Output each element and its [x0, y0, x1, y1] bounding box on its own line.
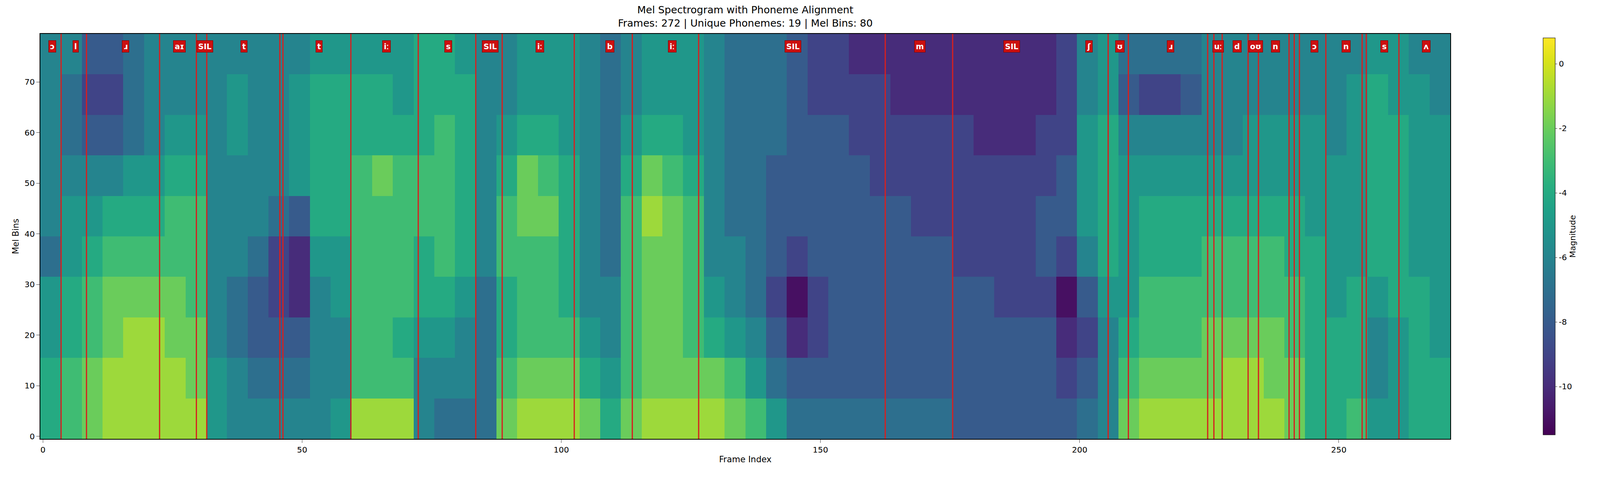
- svg-text:ɔ: ɔ: [50, 41, 55, 51]
- svg-text:ɹ: ɹ: [123, 41, 128, 51]
- svg-text:SIL: SIL: [198, 41, 212, 51]
- svg-text:50: 50: [24, 178, 35, 189]
- svg-text:aɪ: aɪ: [174, 41, 185, 51]
- svg-text:10: 10: [24, 381, 35, 391]
- svg-text:s: s: [446, 41, 451, 51]
- svg-text:250: 250: [1331, 445, 1347, 455]
- svg-text:iː: iː: [537, 41, 543, 51]
- svg-text:l: l: [74, 41, 78, 51]
- svg-text:-10: -10: [1558, 381, 1573, 392]
- svg-text:iː: iː: [669, 41, 675, 51]
- svg-text:ʌ: ʌ: [1423, 41, 1429, 51]
- svg-text:Mel Spectrogram with Phoneme A: Mel Spectrogram with Phoneme AlignmentFr…: [617, 4, 873, 30]
- svg-text:100: 100: [553, 445, 570, 455]
- svg-text:uː: uː: [1214, 41, 1223, 51]
- svg-text:ɔ: ɔ: [1312, 41, 1317, 51]
- svg-text:0: 0: [40, 445, 46, 455]
- svg-text:200: 200: [1072, 445, 1088, 455]
- svg-text:SIL: SIL: [483, 41, 497, 51]
- svg-text:iː: iː: [383, 41, 390, 51]
- svg-text:-6: -6: [1558, 252, 1567, 263]
- svg-text:t: t: [242, 41, 246, 51]
- svg-text:Frame Index: Frame Index: [719, 454, 772, 465]
- svg-text:b: b: [607, 41, 613, 51]
- svg-text:150: 150: [812, 445, 829, 455]
- svg-text:60: 60: [24, 127, 35, 138]
- svg-text:-2: -2: [1558, 123, 1567, 134]
- svg-text:m: m: [915, 41, 924, 51]
- svg-text:50: 50: [297, 445, 308, 455]
- svg-text:ɹ: ɹ: [1168, 41, 1173, 51]
- svg-text:ʃ: ʃ: [1086, 41, 1092, 51]
- svg-text:70: 70: [24, 77, 35, 87]
- svg-text:Magnitude: Magnitude: [1567, 215, 1578, 258]
- svg-text:-8: -8: [1558, 317, 1567, 327]
- svg-text:0: 0: [29, 431, 36, 442]
- svg-text:d: d: [1234, 41, 1240, 51]
- svg-text:s: s: [1382, 41, 1387, 51]
- svg-text:n: n: [1272, 41, 1279, 51]
- svg-text:40: 40: [24, 229, 35, 239]
- svg-text:0: 0: [1558, 58, 1565, 69]
- svg-text:-4: -4: [1558, 188, 1567, 198]
- svg-text:20: 20: [24, 330, 35, 341]
- svg-text:ʊ: ʊ: [1116, 41, 1123, 51]
- svg-text:n: n: [1343, 41, 1349, 51]
- svg-text:30: 30: [24, 279, 35, 290]
- svg-text:SIL: SIL: [1005, 41, 1019, 51]
- svg-text:Mel Bins: Mel Bins: [10, 218, 21, 255]
- svg-text:oʊ: oʊ: [1250, 41, 1262, 51]
- svg-text:t: t: [317, 41, 321, 51]
- svg-text:SIL: SIL: [786, 41, 800, 51]
